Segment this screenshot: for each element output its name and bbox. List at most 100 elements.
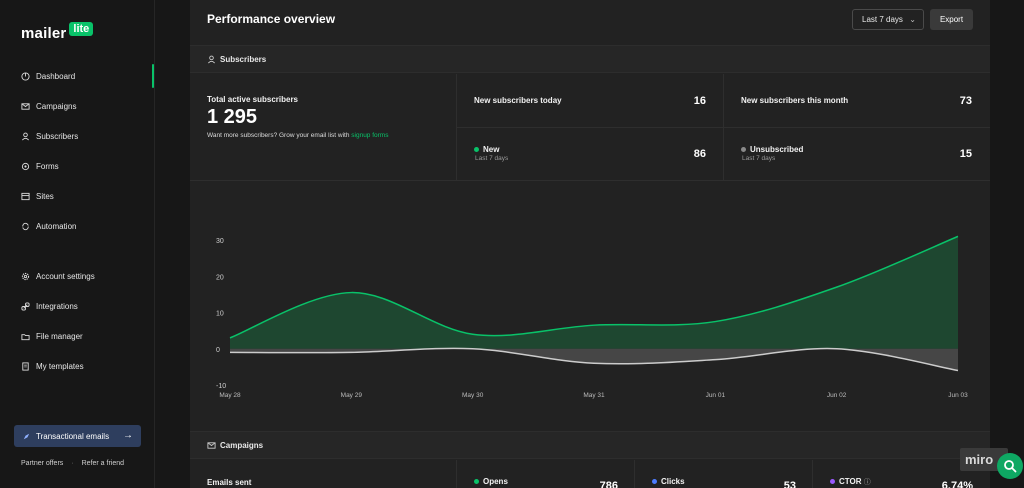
sidebar-item-file-manager[interactable]: File manager (21, 329, 141, 343)
export-button[interactable]: Export (930, 9, 973, 30)
sidebar-item-my-templates[interactable]: My templates (21, 359, 141, 373)
x-tick-label: May 30 (462, 392, 484, 399)
sidebar-item-label: Automation (36, 222, 76, 231)
blue-dot-icon (652, 479, 657, 484)
folder-icon (21, 332, 30, 341)
emails-sent-label: Emails sent (207, 478, 251, 487)
period-select[interactable]: Last 7 days ⌄ (852, 9, 924, 30)
opens-label: Opens (483, 477, 508, 486)
separator-dot: · (71, 460, 73, 467)
sidebar-item-dashboard[interactable]: Dashboard (21, 69, 141, 83)
divider (456, 460, 457, 488)
new-today-card: New subscribers today (474, 96, 562, 105)
period-select-value: Last 7 days (862, 15, 903, 24)
arrow-right-icon: → (123, 430, 133, 441)
x-tick-label: Jun 03 (948, 392, 968, 399)
signup-forms-link[interactable]: signup forms (351, 132, 388, 139)
sidebar-item-automation[interactable]: Automation (21, 219, 141, 233)
new-today-label: New subscribers today (474, 96, 562, 105)
opens-label-row: Opens (474, 477, 508, 486)
sites-icon (21, 192, 30, 201)
new-label-row: New (474, 145, 508, 154)
sidebar-item-label: My templates (36, 362, 84, 371)
search-fab-button[interactable] (997, 453, 1023, 479)
sidebar-item-account-settings[interactable]: Account settings (21, 269, 141, 283)
clicks-label: Clicks (661, 477, 685, 486)
new-subscribers-card: New Last 7 days (474, 145, 508, 162)
campaigns-section-header: Campaigns (190, 431, 990, 459)
ctor-label: CTOR (839, 477, 862, 486)
purple-dot-icon (830, 479, 835, 484)
sidebar-item-integrations[interactable]: Integrations (21, 299, 141, 313)
mailerlite-logo[interactable]: mailer lite (21, 22, 93, 42)
sidebar-item-label: Dashboard (36, 72, 75, 81)
chevron-down-icon: ⌄ (909, 15, 916, 24)
clicks-label-row: Clicks (652, 477, 685, 486)
mail-icon (207, 441, 216, 450)
total-subscribers-card: Total active subscribers 1 295 Want more… (207, 95, 388, 139)
unsubscribed-period: Last 7 days (742, 155, 803, 162)
unsub-label-row: Unsubscribed (741, 145, 803, 154)
gray-dot-icon (741, 147, 746, 152)
x-tick-label: May 31 (583, 392, 605, 399)
user-icon (21, 132, 30, 141)
sidebar-item-label: File manager (36, 332, 83, 341)
search-icon (1003, 459, 1017, 473)
sidebar-item-campaigns[interactable]: Campaigns (21, 99, 141, 113)
main-content: Performance overview Last 7 days ⌄ Expor… (190, 0, 990, 488)
refer-friend-link[interactable]: Refer a friend (82, 460, 124, 467)
new-value: 86 (670, 148, 706, 160)
automation-icon (21, 222, 30, 231)
new-month-value: 73 (936, 95, 972, 107)
new-label: New (483, 145, 499, 154)
gear-icon (21, 272, 30, 281)
subscribers-chart: 30 20 10 0 -10 May 28 May 29 May 30 May 31 Jun 01… (190, 180, 990, 430)
page-title: Performance overview (207, 12, 335, 26)
sidebar-item-forms[interactable]: Forms (21, 159, 141, 173)
sidebar-item-label: Sites (36, 192, 54, 201)
new-month-card: New subscribers this month (741, 96, 848, 105)
user-icon (207, 55, 216, 64)
y-tick-label: 30 (216, 238, 224, 245)
partner-offers-link[interactable]: Partner offers (21, 460, 63, 467)
y-tick-label: -10 (216, 383, 226, 390)
logo-text: mailer (21, 25, 66, 42)
y-tick-label: 10 (216, 311, 224, 318)
subscribers-section-header: Subscribers (190, 45, 990, 73)
info-icon[interactable]: ⓘ (864, 479, 871, 486)
y-tick-label: 20 (216, 274, 224, 281)
active-indicator (152, 64, 154, 88)
section-title: Campaigns (220, 441, 263, 450)
sidebar-item-subscribers[interactable]: Subscribers (21, 129, 141, 143)
sidebar-footer: Partner offers · Refer a friend (21, 460, 124, 467)
series-area-new (230, 236, 958, 348)
transactional-emails-button[interactable]: Transactional emails → (14, 425, 141, 447)
divider (456, 127, 990, 128)
unsubscribed-card: Unsubscribed Last 7 days (741, 145, 803, 162)
sidebar-item-label: Account settings (36, 272, 95, 281)
logo-badge: lite (69, 22, 93, 36)
grow-list-text: Want more subscribers? Grow your email l… (207, 132, 388, 139)
series-area-unsubscribed (230, 348, 958, 370)
x-tick-label: May 29 (341, 392, 363, 399)
sidebar-item-label: Forms (36, 162, 59, 171)
forms-icon (21, 162, 30, 171)
total-subscribers-label: Total active subscribers (207, 95, 388, 104)
ctor-label-row: CTOR ⓘ (830, 477, 871, 487)
transactional-emails-label: Transactional emails (36, 432, 109, 441)
divider (634, 460, 635, 488)
sidebar: mailer lite Dashboard Campaigns Subscrib… (0, 0, 155, 488)
dashboard-icon (21, 72, 30, 81)
total-subscribers-value: 1 295 (207, 106, 388, 129)
sidebar-item-label: Integrations (36, 302, 78, 311)
divider (812, 460, 813, 488)
chart-svg: 30 20 10 0 -10 May 28 May 29 May 30 May 31 Jun 01… (190, 180, 990, 430)
grow-list-prefix: Want more subscribers? Grow your email l… (207, 132, 349, 139)
x-tick-label: Jun 01 (706, 392, 726, 399)
rocket-icon (22, 432, 31, 441)
sidebar-item-sites[interactable]: Sites (21, 189, 141, 203)
mail-icon (21, 102, 30, 111)
ctor-value: 6.74% (925, 480, 973, 488)
sidebar-item-label: Campaigns (36, 102, 76, 111)
y-tick-label: 0 (216, 347, 220, 354)
